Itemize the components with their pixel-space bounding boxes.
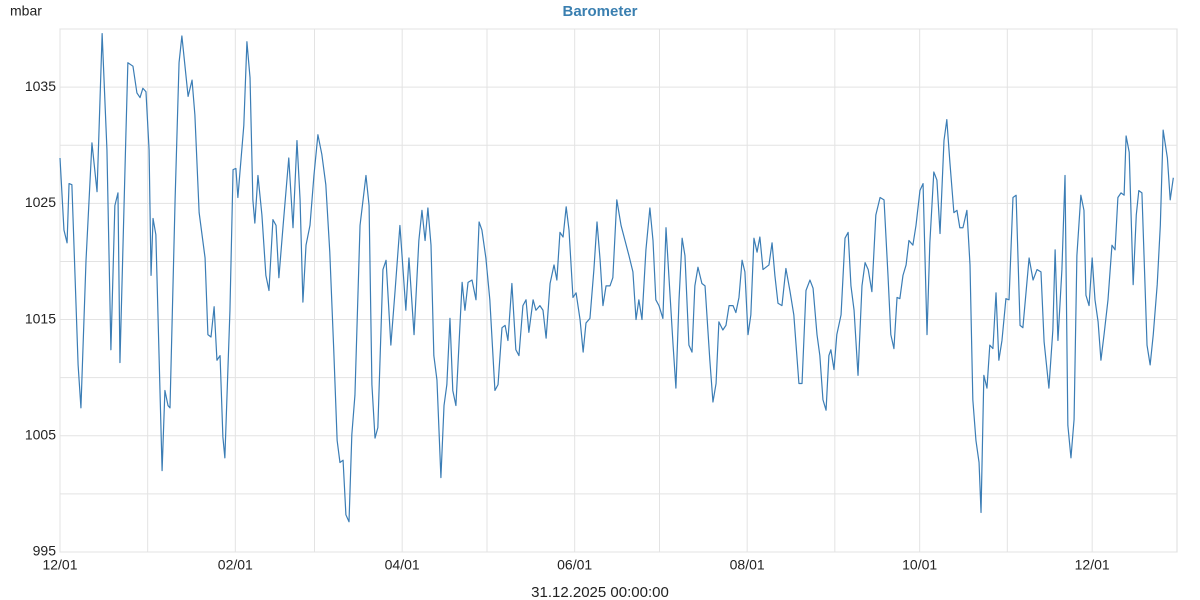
y-tick-label: 1005 [25,426,56,442]
x-axis-label: 31.12.2025 00:00:00 [531,584,669,600]
x-tick-label: 12/01 [1075,557,1110,573]
y-tick-label: 995 [33,543,57,559]
x-tick-label: 06/01 [557,557,592,573]
y-tick-label: 1015 [25,310,56,326]
x-tick-label: 08/01 [730,557,765,573]
x-tick-label: 04/01 [385,557,420,573]
y-axis-label: mbar [10,3,42,19]
y-tick-label: 1025 [25,194,56,210]
x-tick-label: 02/01 [218,557,253,573]
chart-title: Barometer [562,3,637,20]
x-tick-label: 10/01 [902,557,937,573]
y-tick-label: 1035 [25,78,56,94]
x-tick-label: 12/01 [42,557,77,573]
data-line [59,33,1174,523]
